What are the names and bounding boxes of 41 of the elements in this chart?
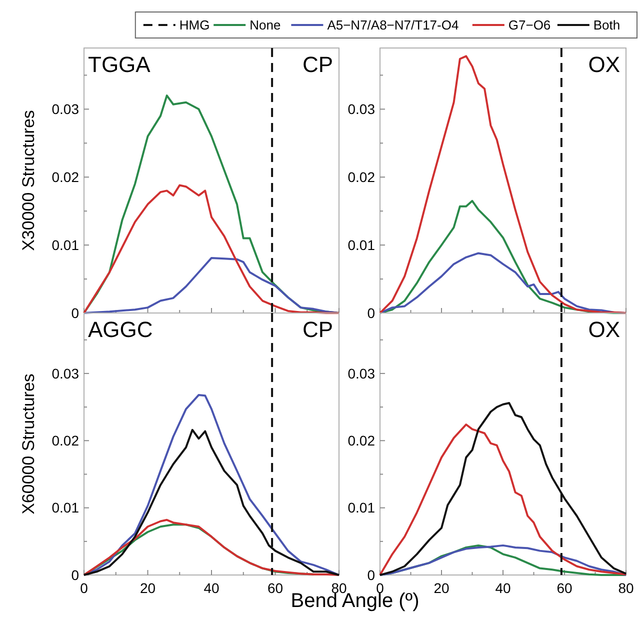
y-tick-label: 0.02	[52, 169, 80, 186]
annotation: AGGC	[88, 317, 153, 342]
line-series	[83, 256, 340, 314]
x-tick-label: 40	[204, 580, 220, 596]
x-tick-label: 80	[618, 580, 634, 596]
y-tick-label: 0	[367, 566, 376, 583]
x-tick-label: 20	[434, 580, 450, 596]
y-tick-label: 0	[367, 304, 376, 321]
y-tick-label: 0.03	[52, 101, 80, 118]
y-axis-title: X60000 Structures	[19, 374, 38, 514]
annotation: CP	[302, 317, 333, 342]
y-tick-label: 0.03	[52, 365, 80, 382]
line-series	[379, 55, 627, 314]
line-series	[83, 518, 340, 576]
x-tick-label: 60	[556, 580, 572, 596]
legend-label: HMG	[179, 18, 210, 33]
y-tick-label: 0.01	[52, 236, 80, 253]
x-tick-label: 20	[140, 580, 156, 596]
y-tick-label: 0.01	[348, 500, 376, 516]
y-axis-title: X30000 Structures	[19, 110, 38, 251]
y-tick-label: 0.01	[348, 236, 376, 253]
y-tick-label: 0.03	[348, 365, 376, 382]
line-series	[379, 544, 627, 576]
y-tick-label: 0.02	[52, 432, 80, 449]
annotation: TGGA	[88, 52, 151, 77]
annotation: CP	[302, 52, 333, 77]
line-series	[83, 184, 340, 314]
y-tick-label: 0	[71, 304, 80, 321]
annotation: OX	[588, 317, 620, 342]
legend-label: A5−N7/A8−N7/T17-O4	[327, 18, 459, 33]
x-tick-label: 60	[267, 580, 284, 596]
y-tick-label: 0.02	[348, 432, 376, 449]
legend-label: None	[250, 18, 281, 33]
y-tick-label: 0.03	[348, 101, 376, 118]
legend-label: G7−O6	[508, 18, 551, 33]
y-tick-label: 0.01	[52, 500, 80, 516]
y-tick-label: 0.02	[348, 169, 376, 186]
legend-label: Both	[593, 18, 620, 33]
y-tick-label: 0	[71, 566, 80, 583]
annotation: OX	[588, 52, 620, 77]
x-tick-label: 40	[495, 580, 511, 596]
